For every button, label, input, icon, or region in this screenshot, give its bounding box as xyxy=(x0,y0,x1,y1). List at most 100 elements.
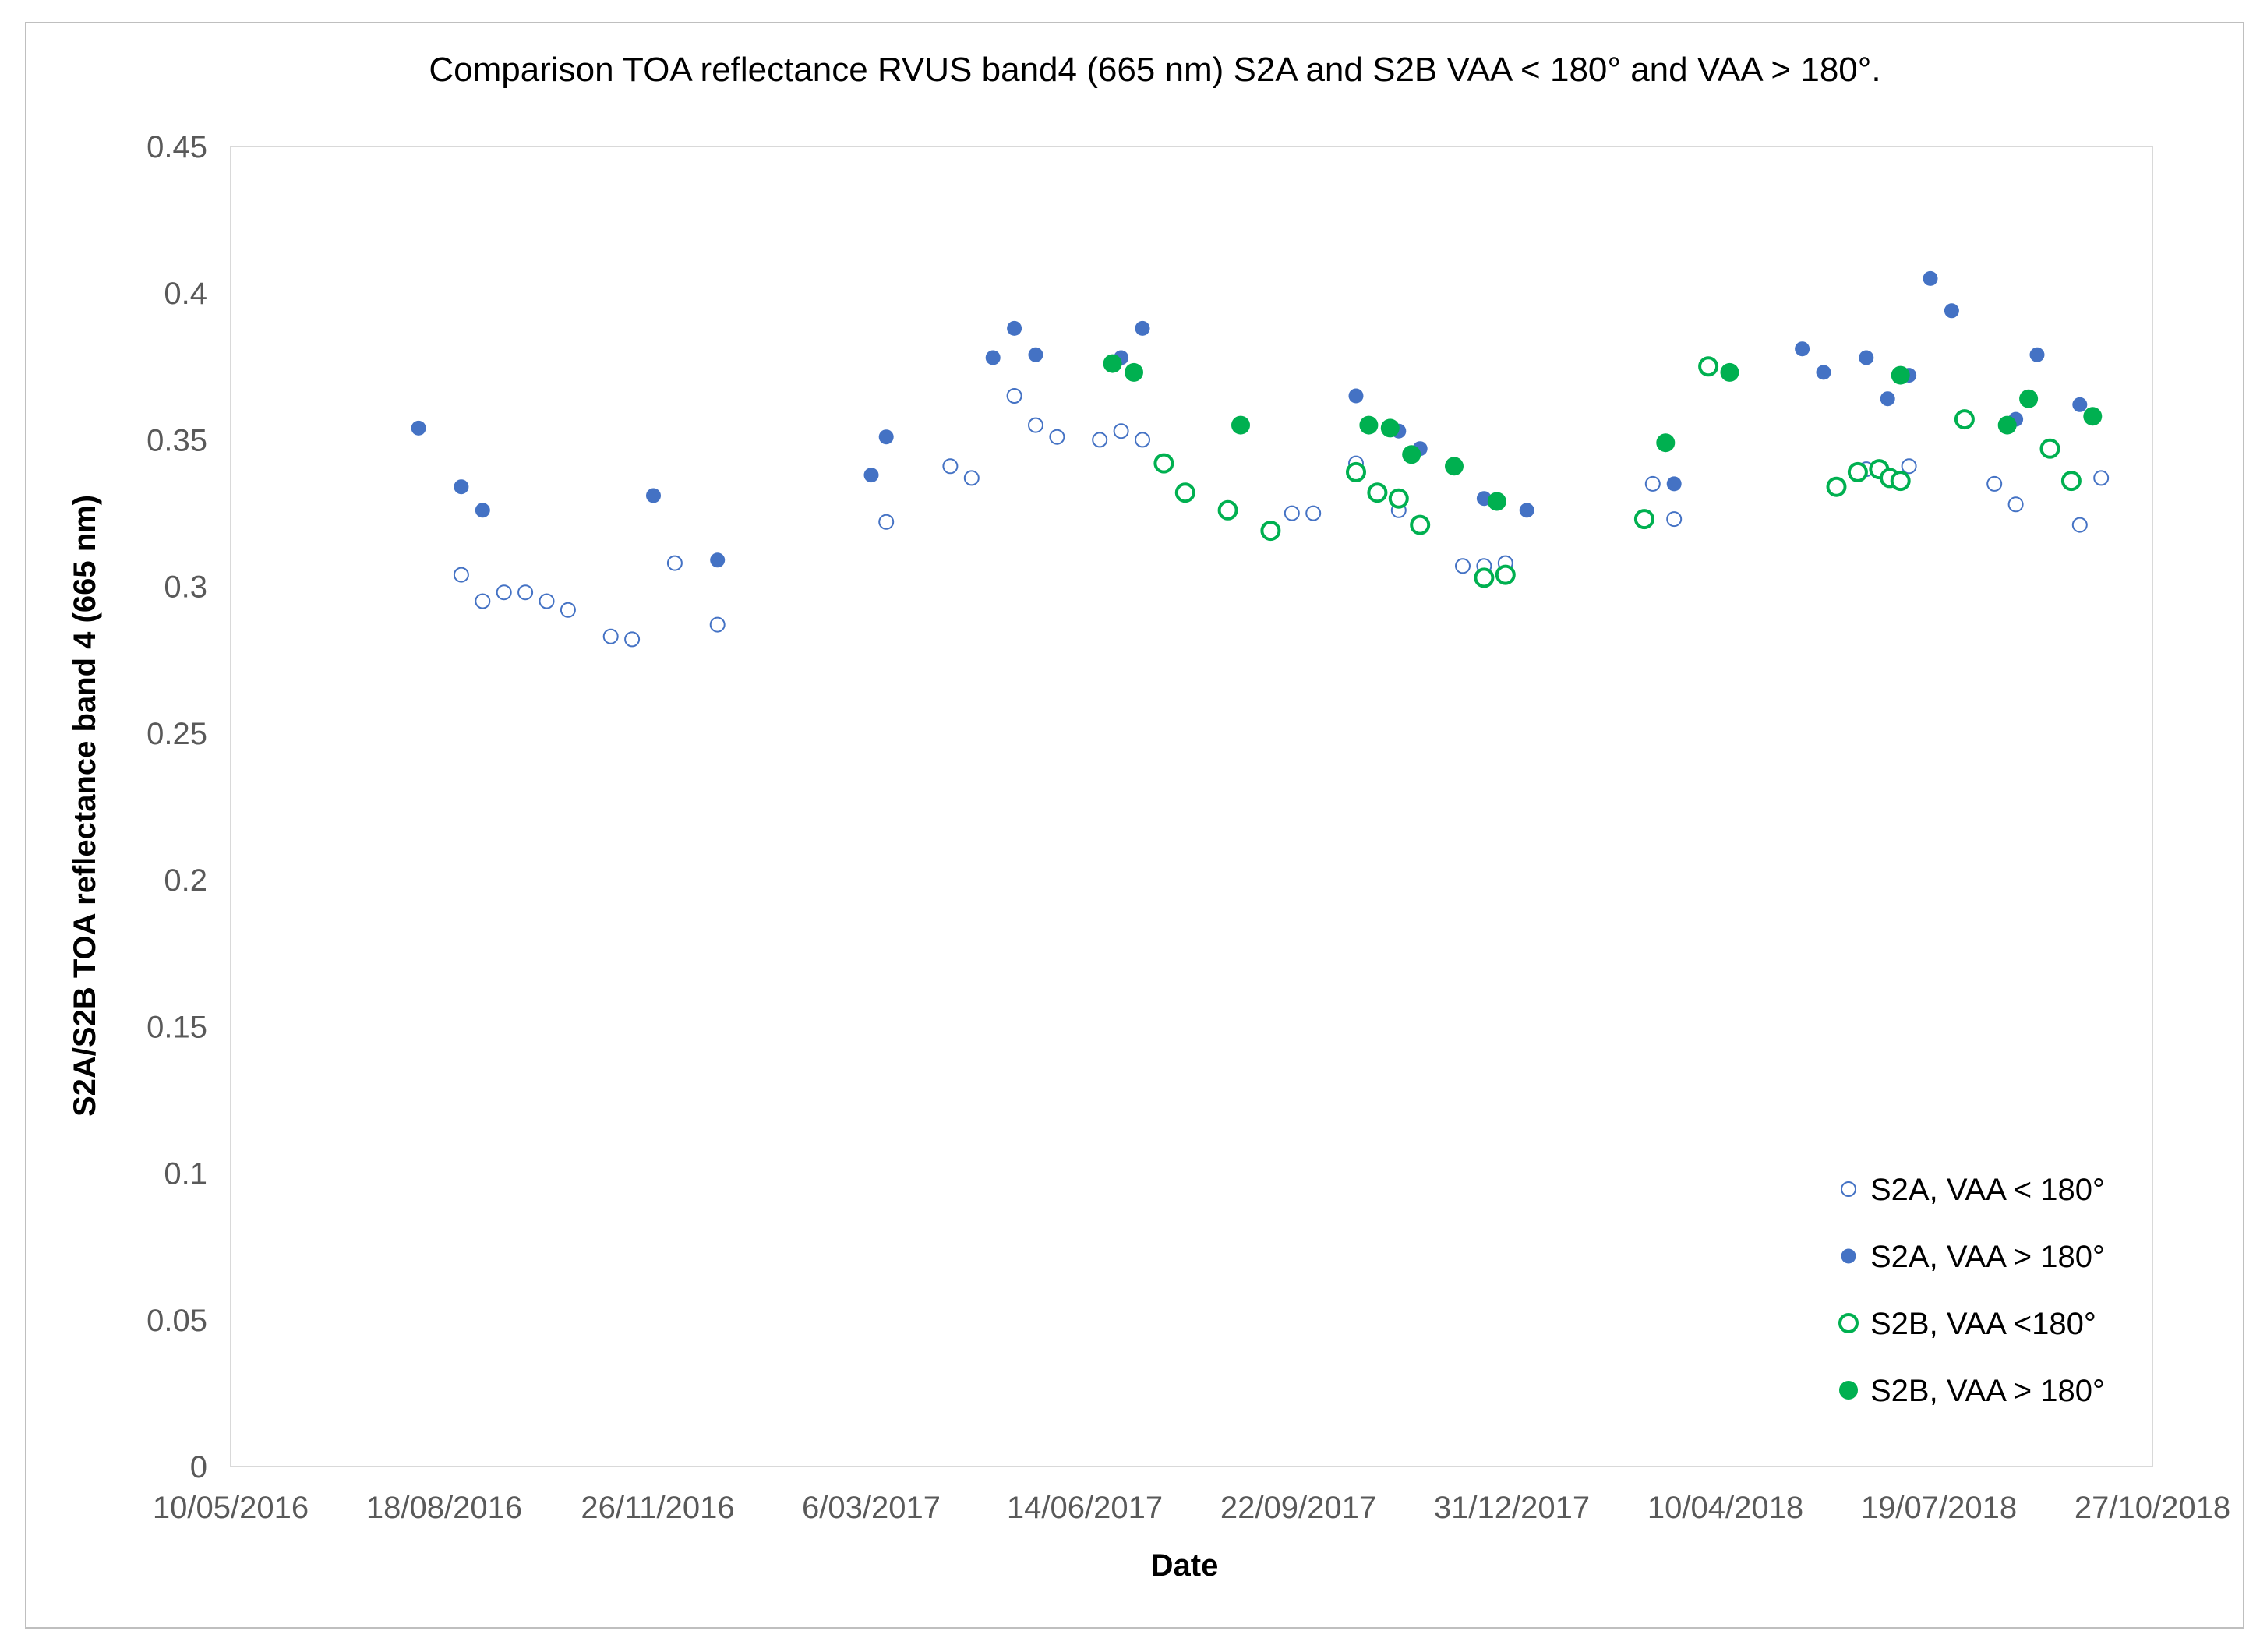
x-axis: 10/05/2016 18/08/2016 26/11/2016 6/03/2017 1… xyxy=(153,1491,2230,1525)
data-point-series-4 xyxy=(1891,365,1910,385)
data-points xyxy=(411,270,2110,648)
data-point-series-1 xyxy=(1666,511,1683,528)
data-point-series-3 xyxy=(1826,476,1847,497)
legend-marker xyxy=(1841,1181,1856,1197)
data-point-series-4 xyxy=(1103,354,1122,373)
data-point-series-1 xyxy=(453,567,469,583)
data-point-series-3 xyxy=(2060,471,2082,492)
y-tick-label: 0.4 xyxy=(164,277,207,311)
data-point-series-3 xyxy=(1954,409,1975,430)
x-tick-label: 26/11/2016 xyxy=(581,1491,734,1525)
data-point-series-1 xyxy=(1901,458,1917,475)
x-tick-label: 27/10/2018 xyxy=(2075,1491,2230,1525)
data-point-series-3 xyxy=(1217,499,1238,521)
data-point-series-1 xyxy=(1305,505,1322,521)
data-point-series-3 xyxy=(1153,453,1174,474)
data-point-series-1 xyxy=(624,631,641,648)
data-point-series-2 xyxy=(1519,503,1534,518)
data-point-series-1 xyxy=(496,584,512,601)
plot-area xyxy=(230,146,2153,1467)
data-point-series-4 xyxy=(1445,457,1464,476)
data-point-series-2 xyxy=(710,552,726,568)
data-point-series-1 xyxy=(560,602,576,618)
data-point-series-3 xyxy=(1388,488,1409,509)
x-tick-label: 6/03/2017 xyxy=(802,1491,941,1525)
data-point-series-2 xyxy=(985,350,1001,365)
data-point-series-3 xyxy=(1260,521,1281,542)
data-point-series-4 xyxy=(1656,433,1676,453)
data-point-series-1 xyxy=(942,458,959,475)
data-point-series-3 xyxy=(1633,509,1654,530)
data-point-series-3 xyxy=(1495,564,1516,585)
data-point-series-4 xyxy=(1997,415,2017,435)
data-point-series-4 xyxy=(2083,407,2103,426)
data-point-series-1 xyxy=(2007,496,2024,513)
data-point-series-1 xyxy=(1092,432,1108,448)
data-point-series-1 xyxy=(517,584,534,601)
data-point-series-1 xyxy=(475,593,491,609)
legend-label: S2B, VAA <180° xyxy=(1870,1307,2096,1341)
y-tick-label: 0.45 xyxy=(147,130,207,164)
y-tick-label: 0.05 xyxy=(147,1304,207,1338)
data-point-series-2 xyxy=(646,488,661,503)
y-axis: 0 0.05 0.1 0.15 0.2 0.25 0.3 0.35 0.4 0.45 xyxy=(147,130,207,1484)
data-point-series-2 xyxy=(863,468,879,483)
data-point-series-1 xyxy=(1113,423,1129,439)
x-tick-label: 22/09/2017 xyxy=(1220,1491,1376,1525)
data-point-series-3 xyxy=(1346,461,1366,482)
chart-frame: Comparison TOA reflectance RVUS band4 (6… xyxy=(25,22,2244,1629)
legend-label: S2A, VAA > 180° xyxy=(1870,1240,2105,1274)
legend-label: S2A, VAA < 180° xyxy=(1870,1173,2105,1207)
data-point-series-1 xyxy=(963,470,980,486)
data-point-series-1 xyxy=(1986,475,2003,492)
data-point-series-1 xyxy=(602,628,619,644)
data-point-series-3 xyxy=(1698,356,1719,377)
data-point-series-3 xyxy=(1847,461,1868,482)
data-point-series-3 xyxy=(1174,482,1195,503)
y-tick-label: 0.2 xyxy=(164,863,207,898)
data-point-series-3 xyxy=(1367,482,1388,503)
y-tick-label: 0.25 xyxy=(147,717,207,751)
data-point-series-1 xyxy=(666,555,683,571)
y-tick-label: 0.15 xyxy=(147,1010,207,1044)
data-point-series-2 xyxy=(1795,341,1810,357)
legend-marker xyxy=(1838,1313,1859,1333)
data-point-series-4 xyxy=(1720,362,1739,382)
data-point-series-1 xyxy=(1006,388,1022,404)
data-point-series-2 xyxy=(1944,303,1959,319)
x-tick-label: 19/07/2018 xyxy=(1861,1491,2017,1525)
data-point-series-1 xyxy=(2071,517,2088,533)
data-point-series-4 xyxy=(1231,415,1250,435)
data-point-series-1 xyxy=(539,593,555,609)
data-point-series-2 xyxy=(1007,320,1022,336)
data-point-series-3 xyxy=(2039,438,2060,459)
data-point-series-1 xyxy=(1644,475,1661,492)
data-point-series-2 xyxy=(2072,397,2088,412)
x-tick-label: 10/05/2016 xyxy=(153,1491,309,1525)
legend-label: S2B, VAA > 180° xyxy=(1870,1374,2105,1408)
legend: S2A, VAA < 180° S2A, VAA > 180° S2B, VAA <… xyxy=(1838,1173,2105,1408)
data-point-series-1 xyxy=(878,514,895,530)
data-point-series-2 xyxy=(2029,347,2045,362)
data-point-series-2 xyxy=(878,429,894,445)
y-tick-label: 0.35 xyxy=(147,423,207,457)
data-point-series-4 xyxy=(1487,492,1506,511)
data-point-series-2 xyxy=(1028,347,1043,362)
y-axis-title: S2A/S2B TOA reflectance band 4 (665 nm) xyxy=(68,495,102,1117)
data-point-series-3 xyxy=(1410,514,1431,535)
chart-title: Comparison TOA reflectance RVUS band4 (6… xyxy=(429,51,1880,89)
data-point-series-4 xyxy=(1359,415,1379,435)
data-point-series-4 xyxy=(1125,362,1143,382)
x-tick-label: 31/12/2017 xyxy=(1434,1491,1590,1525)
y-tick-label: 0.3 xyxy=(164,570,207,605)
data-point-series-2 xyxy=(1135,320,1150,336)
legend-marker xyxy=(1841,1248,1856,1264)
data-point-series-4 xyxy=(1402,445,1421,464)
data-point-series-3 xyxy=(1890,471,1911,492)
data-point-series-1 xyxy=(1049,429,1065,445)
data-point-series-3 xyxy=(1474,567,1495,588)
data-point-series-4 xyxy=(1380,418,1400,438)
x-axis-title: Date xyxy=(1151,1548,1219,1583)
data-point-series-2 xyxy=(1816,365,1831,380)
x-tick-label: 18/08/2016 xyxy=(366,1491,522,1525)
